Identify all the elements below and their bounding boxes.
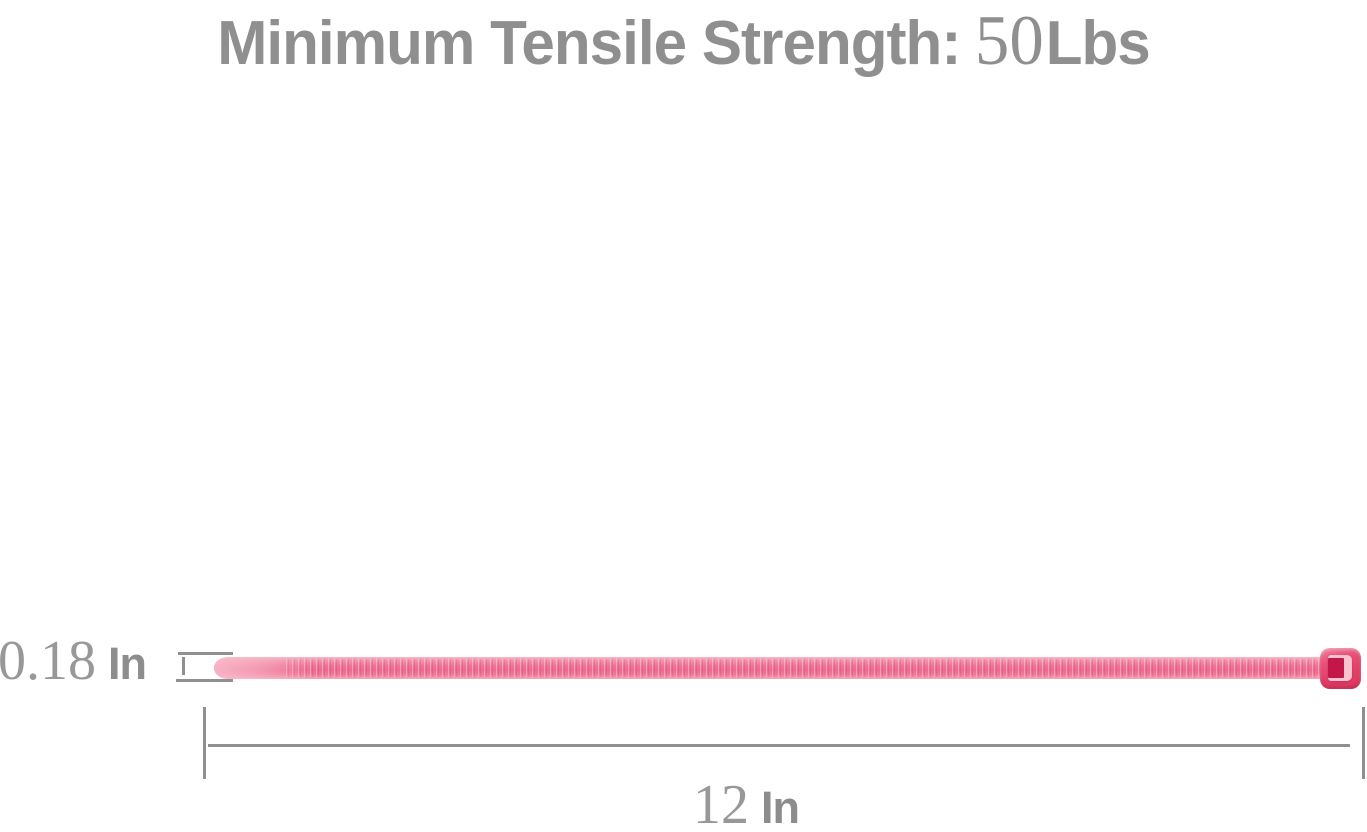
- cable-tie-head-slot: [1328, 655, 1352, 681]
- length-left-tick: [203, 707, 206, 779]
- cable-tie-head: [1320, 648, 1361, 689]
- cable-tie-strap: [214, 657, 1324, 679]
- page-title: Minimum Tensile Strength: 50Lbs: [21, 2, 1347, 83]
- length-right-tick: [1362, 707, 1365, 779]
- length-dimension-line: [208, 744, 1350, 747]
- length-value: 12: [693, 774, 749, 832]
- thickness-bracket-tick: [182, 657, 185, 675]
- thickness-bracket-top-line: [178, 652, 233, 655]
- title-label: Minimum Tensile Strength:: [217, 9, 961, 78]
- length-unit: In: [761, 782, 800, 832]
- thickness-unit: In: [108, 638, 147, 689]
- thickness-label: 0.18 In: [0, 630, 147, 704]
- thickness-bracket-bottom-line: [176, 679, 233, 682]
- title-value: 50: [974, 2, 1044, 80]
- cable-tie-serration: [284, 659, 1324, 677]
- cable-tie-tip: [214, 657, 314, 679]
- length-label: 12 In: [693, 774, 800, 832]
- cable-tie-head-opening: [1328, 658, 1344, 678]
- thickness-value: 0.18: [0, 630, 96, 692]
- title-unit: Lbs: [1045, 9, 1151, 78]
